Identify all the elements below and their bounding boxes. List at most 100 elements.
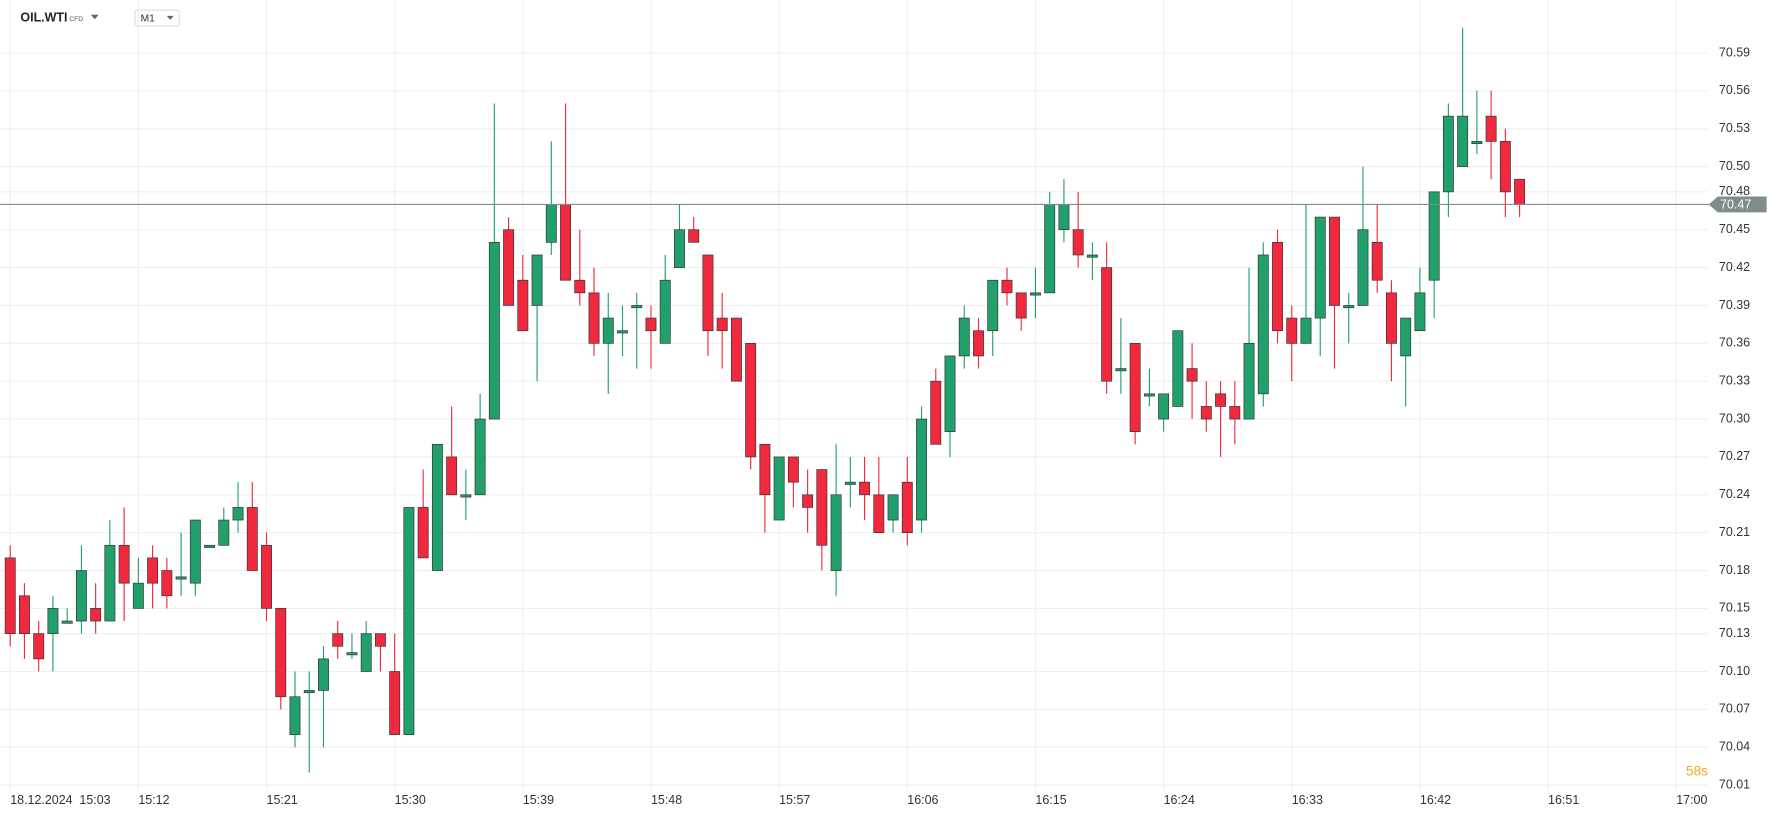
candle-body: [33, 633, 45, 660]
candle-body: [930, 380, 942, 445]
candle-body: [1357, 229, 1369, 306]
y-tick-label: 70.42: [1719, 260, 1750, 274]
candle-body: [560, 204, 571, 281]
y-tick-label: 70.04: [1719, 740, 1750, 754]
candle-body: [844, 481, 856, 485]
candle-body: [104, 544, 116, 622]
candle-body: [1514, 178, 1526, 205]
header: OIL.WTI CFD M1: [20, 9, 180, 27]
candle-body: [1200, 406, 1212, 420]
candle-body: [517, 279, 529, 332]
candle-body: [417, 507, 429, 559]
candle-body: [1115, 368, 1127, 372]
y-tick-label: 70.50: [1719, 159, 1750, 173]
candle-body: [631, 305, 643, 309]
y-tick-label: 70.27: [1719, 449, 1750, 463]
candle-body: [802, 494, 814, 508]
x-tick-label: 16:15: [1035, 793, 1066, 807]
candle-body: [973, 330, 984, 357]
candle-body: [1400, 317, 1412, 357]
y-tick-label: 70.10: [1719, 664, 1750, 678]
candle-body: [61, 620, 73, 624]
y-tick-label: 70.30: [1719, 411, 1750, 425]
candle-body: [204, 544, 216, 548]
y-tick-label: 70.24: [1719, 487, 1750, 501]
x-tick-label: 15:12: [138, 793, 169, 807]
candle-body: [745, 342, 757, 458]
y-tick-label: 70.33: [1719, 373, 1750, 387]
candle-body: [1314, 216, 1326, 319]
y-tick-label: 70.59: [1719, 45, 1750, 59]
y-tick-label: 70.53: [1719, 121, 1750, 135]
candle-body: [1457, 115, 1469, 167]
candle-body: [1015, 292, 1027, 319]
symbol-dropdown[interactable]: [90, 14, 99, 20]
candle-body: [1129, 342, 1141, 433]
y-tick-label: 70.15: [1719, 601, 1750, 615]
candle-body: [389, 671, 401, 735]
candle-body: [261, 544, 272, 609]
candle-body: [702, 254, 714, 332]
candle-body: [346, 652, 358, 656]
candle-body: [161, 570, 173, 597]
candle-body: [232, 507, 244, 521]
candle-body: [958, 317, 970, 357]
symbol-title: OIL.WTI: [20, 10, 67, 24]
x-tick-label: 17:00: [1676, 793, 1707, 807]
date-label: 18.12.2024: [10, 793, 72, 807]
candle-body: [474, 418, 486, 496]
candle-body: [531, 254, 543, 306]
y-tick-label: 70.39: [1719, 298, 1750, 312]
candle-body: [275, 608, 287, 698]
candle-body: [1471, 141, 1483, 144]
y-tick-label: 70.13: [1719, 626, 1750, 640]
x-tick-label: 15:39: [523, 793, 554, 807]
candle-body: [602, 317, 614, 344]
candle-body: [1485, 115, 1497, 142]
candle-body: [1058, 204, 1070, 231]
candle-body: [289, 696, 301, 735]
x-tick-label: 16:33: [1292, 793, 1323, 807]
x-tick-label: 16:06: [907, 793, 938, 807]
candle-body: [403, 507, 415, 735]
x-tick-label: 15:57: [779, 793, 810, 807]
candle-body: [1243, 342, 1255, 420]
candle-body: [787, 456, 799, 483]
y-tick-label: 70.01: [1719, 777, 1750, 791]
candle-body: [674, 229, 685, 268]
candle-body: [1371, 242, 1383, 281]
candle-body: [1414, 292, 1426, 332]
candle-body: [318, 658, 329, 691]
candle-body: [859, 481, 871, 496]
candle-body: [659, 279, 671, 344]
candle-body: [716, 317, 728, 332]
candle-body: [688, 229, 700, 243]
candle-body: [19, 595, 30, 634]
candle-body: [1385, 292, 1397, 344]
candle-body: [1186, 368, 1198, 382]
candle-body: [1215, 393, 1227, 407]
candle-body: [1229, 406, 1241, 420]
y-tick-label: 70.18: [1719, 563, 1750, 577]
candle-body: [901, 481, 913, 534]
candle-body: [873, 494, 885, 534]
candle-body: [360, 633, 372, 672]
candle-body: [75, 570, 87, 622]
x-tick-label: 15:48: [651, 793, 682, 807]
countdown: 58s: [1686, 764, 1708, 779]
y-tick-label: 70.48: [1719, 184, 1750, 198]
timeframe-button[interactable]: [134, 9, 180, 27]
candle-body: [816, 469, 828, 546]
candle-body: [175, 576, 187, 580]
candle-body: [730, 317, 742, 382]
candle-body: [1499, 141, 1511, 193]
candle-body: [759, 443, 771, 496]
y-tick-label: 70.07: [1719, 702, 1750, 716]
candle-body: [118, 544, 130, 584]
candle-body: [1272, 242, 1283, 332]
candle-body: [1072, 229, 1084, 256]
y-tick-label: 70.56: [1719, 83, 1750, 97]
candle-body: [617, 330, 628, 334]
x-tick-label: 16:51: [1548, 793, 1579, 807]
